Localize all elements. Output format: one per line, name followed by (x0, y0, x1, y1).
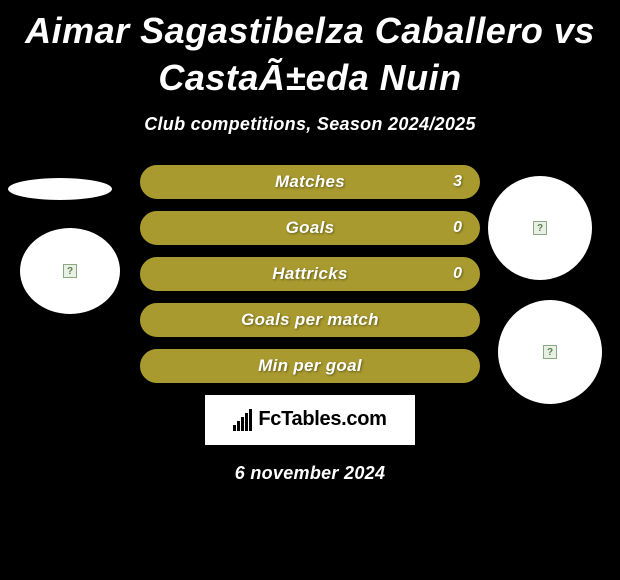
stat-label: Goals per match (241, 310, 379, 330)
stat-value: 0 (453, 265, 462, 283)
bars-icon (233, 409, 252, 431)
stat-label: Matches (275, 172, 345, 192)
page-title: Aimar Sagastibelza Caballero vs CastaÃ±e… (0, 0, 620, 102)
placeholder-icon: ? (543, 345, 557, 359)
stat-label: Goals (286, 218, 335, 238)
stat-row: Min per goal (140, 349, 480, 383)
stat-value: 0 (453, 219, 462, 237)
avatar-circle: ? (488, 176, 592, 280)
stat-label: Hattricks (272, 264, 347, 284)
stat-row: Goals per match (140, 303, 480, 337)
footer-date: 6 november 2024 (0, 463, 620, 484)
placeholder-icon: ? (63, 264, 77, 278)
avatar-circle (8, 178, 112, 200)
avatar-circle: ? (20, 228, 120, 314)
avatar-circle: ? (498, 300, 602, 404)
stat-row: Goals 0 (140, 211, 480, 245)
stat-row: Matches 3 (140, 165, 480, 199)
subtitle: Club competitions, Season 2024/2025 (0, 114, 620, 135)
brand-box: FcTables.com (205, 395, 415, 445)
stat-value: 3 (453, 173, 462, 191)
stat-row: Hattricks 0 (140, 257, 480, 291)
placeholder-icon: ? (533, 221, 547, 235)
brand-text: FcTables.com (258, 408, 386, 431)
stat-label: Min per goal (258, 356, 362, 376)
